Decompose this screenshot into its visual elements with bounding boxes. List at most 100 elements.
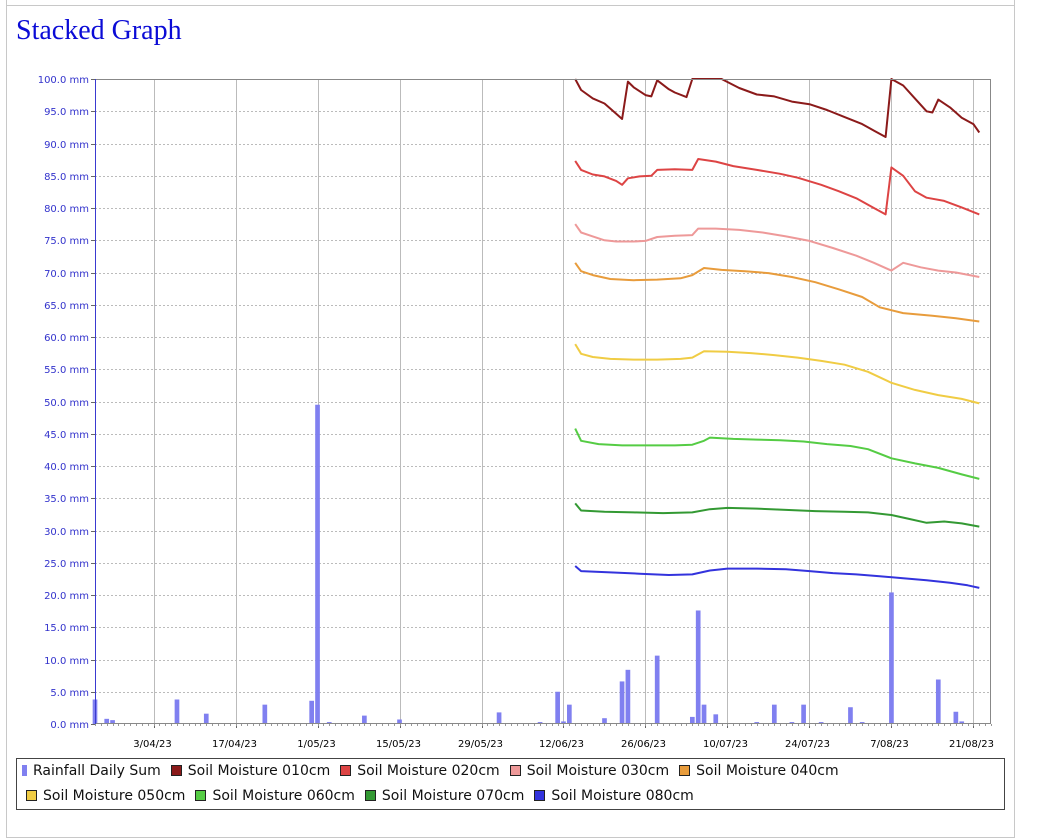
legend-item: Soil Moisture 080cm xyxy=(534,788,694,804)
s-line-soil-moisture-040cm xyxy=(574,262,980,323)
rainfall-bar xyxy=(555,691,560,724)
rainfall-bar xyxy=(203,713,209,724)
rainfall-bar xyxy=(619,681,625,724)
legend-label: Soil Moisture 010cm xyxy=(187,763,331,779)
y-tick-label: 45.0 mm xyxy=(44,430,89,441)
rainfall-bar xyxy=(953,711,959,724)
x-tick-label: 29/05/23 xyxy=(458,739,503,750)
legend-swatch xyxy=(364,790,376,801)
top-rule xyxy=(6,0,1015,6)
legend-swatch xyxy=(170,765,182,776)
s-line-soil-moisture-060cm xyxy=(574,428,980,480)
legend-item: Soil Moisture 050cm xyxy=(26,788,185,804)
legend-label: Soil Moisture 060cm xyxy=(212,788,355,804)
rainfall-bar xyxy=(561,721,566,724)
legend-label: Soil Moisture 030cm xyxy=(526,763,670,779)
x-tick-label: 17/04/23 xyxy=(212,739,257,750)
y-tick-label: 85.0 mm xyxy=(44,172,89,183)
legend-row-2: Soil Moisture 050cm Soil Moisture 060cm So… xyxy=(26,788,704,808)
rainfall-bar xyxy=(567,704,572,724)
rainfall-bar xyxy=(315,404,320,724)
legend-item: Soil Moisture 040cm xyxy=(679,763,839,779)
y-tick-label: 70.0 mm xyxy=(44,269,89,280)
x-tick-label: 12/06/23 xyxy=(539,739,584,750)
y-tick-label: 65.0 mm xyxy=(44,301,89,312)
x-tick-label: 7/08/23 xyxy=(870,739,909,750)
x-tick-label: 24/07/23 xyxy=(785,739,830,750)
legend-item: Rainfall Daily Sum xyxy=(22,763,161,779)
legend-label: Soil Moisture 050cm xyxy=(43,788,186,804)
legend-item: Soil Moisture 020cm xyxy=(340,763,500,779)
s-line-soil-moisture-030cm xyxy=(574,223,980,278)
legend-item: Soil Moisture 030cm xyxy=(509,763,670,779)
rainfall-bar xyxy=(397,719,402,724)
rainfall-bar xyxy=(309,700,315,724)
y-tick-label: 40.0 mm xyxy=(44,462,89,473)
rainfall-bar xyxy=(935,679,941,724)
s-line-soil-moisture-080cm xyxy=(574,565,980,589)
legend-label: Soil Moisture 020cm xyxy=(357,763,500,779)
y-tick-label: 95.0 mm xyxy=(44,107,89,118)
rainfall-bar xyxy=(689,716,695,724)
y-tick-label: 55.0 mm xyxy=(44,365,89,376)
y-tick-label: 30.0 mm xyxy=(44,527,89,538)
y-tick-label: 60.0 mm xyxy=(44,333,89,344)
legend-label: Rainfall Daily Sum xyxy=(33,763,161,779)
chart-legend: Rainfall Daily Sum Soil Moisture 010cm Soi… xyxy=(16,758,1005,810)
x-tick-label: 10/07/23 xyxy=(703,739,748,750)
x-tick-label: 3/04/23 xyxy=(133,739,172,750)
rainfall-bar xyxy=(654,655,660,724)
legend-swatch xyxy=(26,790,37,801)
s-line-soil-moisture-050cm xyxy=(574,343,980,405)
page-title: Stacked Graph xyxy=(16,15,182,46)
rainfall-bar xyxy=(104,718,110,724)
y-tick-label: 25.0 mm xyxy=(44,559,89,570)
rainfall-bar xyxy=(713,714,719,724)
y-tick-label: 15.0 mm xyxy=(44,623,89,634)
rainfall-bar xyxy=(771,704,777,724)
legend-swatch xyxy=(340,765,352,776)
legend-label: Soil Moisture 070cm xyxy=(381,788,525,804)
rainfall-bar xyxy=(496,712,502,724)
legend-swatch xyxy=(679,765,691,776)
legend-row-1: Rainfall Daily Sum Soil Moisture 010cm Soi… xyxy=(22,763,849,783)
s-line-soil-moisture-070cm xyxy=(574,502,980,528)
y-tick-label: 20.0 mm xyxy=(44,591,89,602)
y-tick-label: 50.0 mm xyxy=(44,398,89,409)
rainfall-bar xyxy=(959,721,965,724)
y-tick-label: 0.0 mm xyxy=(50,720,89,731)
y-tick-label: 35.0 mm xyxy=(44,494,89,505)
plot-area xyxy=(95,79,991,724)
s-line-soil-moisture-010cm xyxy=(574,78,981,138)
s-line-soil-moisture-020cm xyxy=(574,158,980,216)
x-tick-label: 26/06/23 xyxy=(621,739,666,750)
legend-swatch xyxy=(22,765,27,776)
rainfall-bar xyxy=(695,610,701,724)
y-tick-label: 10.0 mm xyxy=(44,656,89,667)
rainfall-bar xyxy=(174,699,180,724)
legend-label: Soil Moisture 080cm xyxy=(551,788,694,804)
legend-swatch xyxy=(509,765,521,776)
rainfall-bar xyxy=(262,704,268,724)
rainfall-bar xyxy=(701,704,707,724)
rainfall-bar xyxy=(110,720,115,724)
x-tick-label: 21/08/23 xyxy=(949,739,994,750)
legend-item: Soil Moisture 060cm xyxy=(195,788,355,804)
legend-item: Soil Moisture 010cm xyxy=(170,763,331,779)
y-tick-label: 100.0 mm xyxy=(38,75,89,86)
x-tick-label: 1/05/23 xyxy=(297,739,336,750)
rainfall-bar xyxy=(889,592,894,724)
x-tick-label: 15/05/23 xyxy=(376,739,421,750)
y-tick-label: 90.0 mm xyxy=(44,140,89,151)
y-tick-label: 80.0 mm xyxy=(44,204,89,215)
rainfall-bar xyxy=(625,669,631,724)
legend-item: Soil Moisture 070cm xyxy=(364,788,525,804)
y-tick-label: 5.0 mm xyxy=(50,688,89,699)
y-tick-label: 75.0 mm xyxy=(44,236,89,247)
rainfall-bar xyxy=(848,707,853,724)
rainfall-bar xyxy=(362,715,367,724)
rainfall-bar xyxy=(602,718,607,724)
legend-label: Soil Moisture 040cm xyxy=(696,763,839,779)
rainfall-bar xyxy=(801,704,806,724)
legend-swatch xyxy=(534,790,546,801)
